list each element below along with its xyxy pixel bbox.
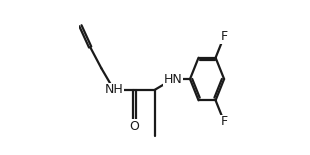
Text: NH: NH — [104, 83, 123, 96]
Text: F: F — [220, 115, 228, 128]
Text: HN: HN — [164, 73, 182, 86]
Text: F: F — [220, 30, 228, 43]
Text: O: O — [130, 120, 140, 133]
